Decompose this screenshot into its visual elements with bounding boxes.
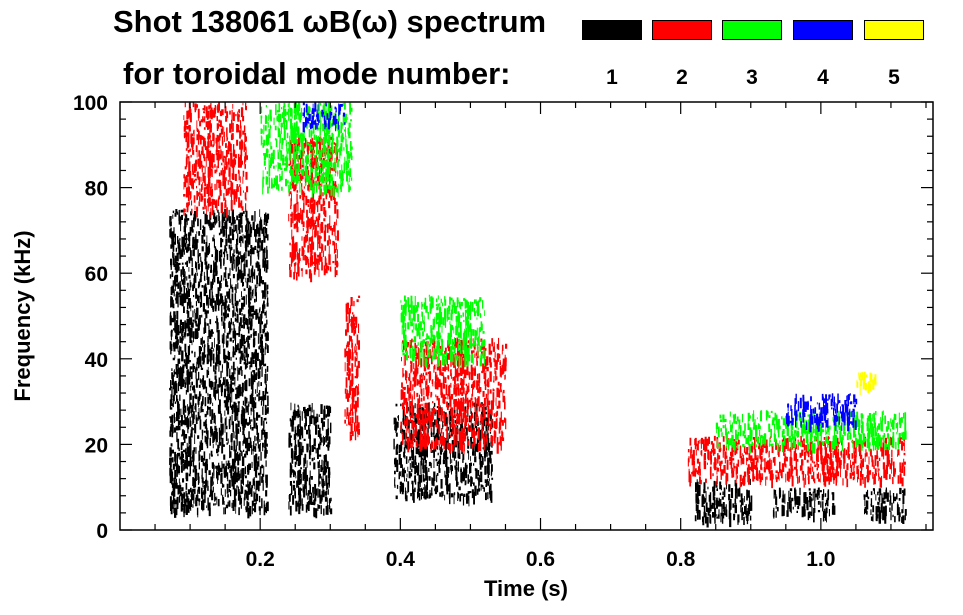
plot-frame — [119, 101, 934, 531]
y-axis-label: Frequency (kHz) — [10, 230, 35, 401]
legend-label-mode-2: 2 — [676, 66, 688, 89]
mode-1-blob-4 — [694, 478, 753, 528]
x-tick-label: 0.4 — [386, 548, 416, 571]
legend-label-mode-4: 4 — [817, 66, 829, 89]
mode-3-blob-2 — [400, 294, 486, 368]
legend-label-mode-3: 3 — [746, 66, 758, 89]
x-tick-label: 1.0 — [806, 548, 835, 571]
series-mode-1 — [169, 209, 907, 528]
y-tick-label: 20 — [85, 434, 108, 457]
mode-4-blob-1 — [302, 102, 346, 133]
legend-label-mode-1: 1 — [606, 66, 618, 89]
mode-3-blob-1 — [260, 102, 353, 198]
mode-2-blob-3 — [344, 295, 361, 442]
chart-title: Shot 138061 ωB(ω) spectrum — [113, 4, 547, 39]
legend-swatch-mode-2 — [652, 20, 712, 40]
series-mode-5 — [856, 371, 877, 395]
x-tick-label: 0.8 — [666, 548, 696, 571]
spectral-blobs — [169, 102, 907, 528]
y-tick-label: 0 — [96, 520, 108, 543]
mode-1-blob-6 — [863, 487, 907, 524]
mode-2-blob-5 — [687, 435, 906, 489]
mode-5-blob-1 — [856, 371, 877, 395]
x-tick-label: 0.6 — [526, 548, 555, 571]
y-tick-label: 80 — [85, 178, 108, 201]
series-mode-4 — [302, 102, 858, 433]
y-tick-label: 100 — [73, 92, 108, 115]
legend-swatch-mode-4 — [793, 20, 853, 40]
x-tick-label: 0.2 — [246, 548, 275, 571]
mode-1-blob-3 — [393, 402, 494, 507]
legend-swatch-mode-1 — [582, 20, 642, 40]
mode-2-blob-2 — [288, 136, 339, 283]
x-axis-label: Time (s) — [484, 576, 568, 601]
mode-1-blob-1 — [169, 209, 270, 519]
mode-1-blob-5 — [772, 487, 836, 523]
legend-swatch-mode-3 — [722, 20, 782, 40]
mode-1-blob-2 — [288, 402, 333, 519]
y-tick-label: 40 — [85, 349, 108, 372]
chart-subtitle: for toroidal mode number: — [123, 56, 511, 91]
legend-label-mode-5: 5 — [888, 66, 900, 89]
mode-2-blob-1 — [183, 102, 249, 219]
legend-swatch-mode-5 — [864, 20, 924, 40]
mode-4-blob-2 — [786, 393, 858, 433]
axis-ticks: 0.2 0.4 0.6 0.8 1.0 0 20 40 60 80 100 — [73, 92, 933, 571]
y-tick-label: 60 — [85, 263, 108, 286]
